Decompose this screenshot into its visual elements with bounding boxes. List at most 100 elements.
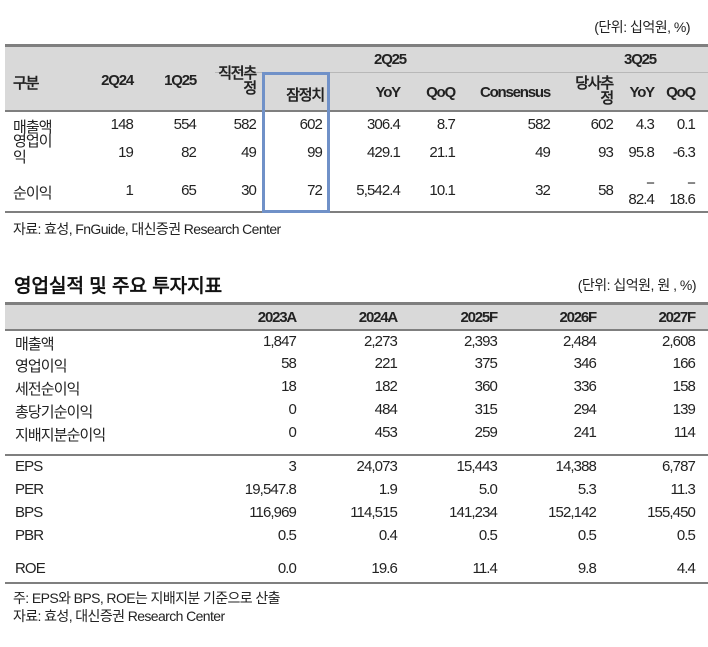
cell-3q-qoq: − 18.6	[657, 176, 696, 208]
cell-1q25: 554	[173, 116, 197, 133]
row-label: ROE	[15, 560, 46, 577]
cell-1q25: 82	[181, 144, 197, 161]
cell-2023a: 0.5	[277, 527, 297, 544]
table2-col-2027f: 2027F	[658, 309, 696, 326]
cell-2027f: 4.4	[676, 560, 696, 577]
row-label: 매출액	[15, 336, 55, 353]
row-label: BPS	[15, 504, 43, 521]
table2-note: 주: EPS와 BPS, ROE는 지배지분 기준으로 산출	[13, 590, 281, 606]
row-label: 매출액	[13, 119, 53, 136]
table2-section-divider	[5, 454, 708, 456]
cell-qoq: 8.7	[436, 116, 456, 133]
table2-header-bottom-border	[5, 329, 708, 331]
cell-2026f: 241	[573, 424, 597, 441]
cell-2024a: 2,273	[363, 333, 398, 350]
cell-yoy: 429.1	[366, 144, 401, 161]
row-label: 총당기순이익	[15, 404, 93, 421]
cell-3q-yoy: 95.8	[628, 144, 655, 161]
table1-col-our-est: 당사추 정	[563, 76, 614, 107]
table1-col-prev-est-line1: 직전추	[218, 65, 257, 82]
cell-2027f: 158	[672, 378, 696, 395]
cell-our-est: 602	[590, 116, 614, 133]
cell-2027f: 114	[673, 424, 696, 441]
table1-col-3q-yoy: YoY	[629, 84, 656, 101]
cell-2027f: 166	[672, 355, 696, 372]
table1-col-prev-est: 직전추 정	[206, 65, 257, 97]
cell-2026f: 152,142	[548, 504, 597, 521]
table2-row-bps: BPS 116,969 114,515 141,234 152,142 155,…	[0, 503, 708, 525]
table1-col-prelim: 잠정치	[286, 87, 325, 104]
cell-2025f: 0.5	[478, 527, 498, 544]
table2-row-total-net-income: 총당기순이익 0 484 315 294 139	[0, 400, 708, 422]
table1-group-3q25: 3Q25	[624, 51, 657, 68]
cell-2027f: 0.5	[676, 527, 696, 544]
table2-row-revenue: 매출액 1,847 2,273 2,393 2,484 2,608	[0, 332, 708, 354]
cell-prev-est: 582	[233, 116, 257, 133]
cell-2027f: 2,608	[661, 333, 696, 350]
row-label: 순이익	[13, 185, 53, 202]
cell-2027f: 11.3	[670, 481, 696, 498]
cell-consensus: 49	[535, 144, 551, 161]
row-label-line1: 영업이	[13, 133, 53, 150]
cell-2026f: 294	[573, 401, 597, 418]
cell-1q25: 65	[181, 182, 197, 199]
cell-2027f: 139	[672, 401, 696, 418]
cell-2025f: 15,443	[456, 458, 498, 475]
cell-2024a: 0.4	[378, 527, 398, 544]
cell-2026f: 346	[573, 355, 597, 372]
cell-2026f: 336	[573, 378, 597, 395]
table2-col-2025f: 2025F	[460, 309, 498, 326]
cell-2026f: 14,388	[555, 458, 597, 475]
cell-3q-qoq-value: 18.6	[669, 191, 696, 208]
cell-2024a: 221	[374, 355, 398, 372]
table1-col-2q24: 2Q24	[101, 72, 134, 89]
cell-2q24: 1	[125, 182, 134, 199]
table2-row-roe: ROE 0.0 19.6 11.4 9.8 4.4	[0, 559, 708, 581]
cell-2024a: 1.9	[378, 481, 398, 498]
cell-2023a: 0	[288, 424, 297, 441]
cell-2025f: 315	[474, 401, 498, 418]
row-label: EPS	[15, 458, 43, 475]
cell-consensus: 582	[527, 116, 551, 133]
table2-row-eps: EPS 3 24,073 15,443 14,388 6,787	[0, 457, 708, 479]
cell-2q24: 148	[110, 116, 134, 133]
table1-col-prev-est-line2: 정	[243, 80, 257, 97]
cell-2027f: 6,787	[661, 458, 696, 475]
table1-header-bottom-border	[5, 110, 708, 112]
table1-header-bg	[5, 46, 708, 112]
table2-row-controlling-net-income: 지배지분순이익 0 453 259 241 114	[0, 423, 708, 445]
cell-our-est: 93	[598, 144, 614, 161]
cell-2025f: 5.0	[478, 481, 498, 498]
table2-row-pretax-income: 세전순이익 18 182 360 336 158	[0, 377, 708, 399]
table2-row-per: PER 19,547.8 1.9 5.0 5.3 11.3	[0, 480, 708, 502]
table1-3q25-underline	[620, 72, 708, 73]
table2-row-operating-profit: 영업이익 58 221 375 346 166	[0, 354, 708, 376]
cell-2023a: 1,847	[262, 333, 297, 350]
row-label: 지배지분순이익	[15, 427, 106, 444]
cell-prev-est: 30	[241, 182, 257, 199]
cell-prelim: 72	[307, 182, 323, 199]
cell-2023a: 3	[288, 458, 297, 475]
cell-2q24: 19	[118, 144, 134, 161]
cell-2025f: 11.4	[472, 560, 498, 577]
row-label: PBR	[15, 527, 44, 544]
cell-2023a: 116,969	[249, 504, 297, 521]
cell-2023a: 58	[281, 355, 297, 372]
row-label: 영업이 익	[13, 133, 53, 166]
cell-2023a: 0.0	[277, 560, 297, 577]
cell-prelim: 99	[307, 144, 323, 161]
cell-2026f: 9.8	[577, 560, 597, 577]
cell-2024a: 19.6	[371, 560, 398, 577]
cell-2024a: 114,515	[350, 504, 398, 521]
row-label-line2: 익	[13, 149, 27, 166]
cell-2027f: 155,450	[647, 504, 696, 521]
table1-unit: (단위: 십억원, %)	[594, 19, 690, 35]
table1-col-our-est-line2: 정	[600, 90, 614, 107]
table1-col-consensus: Consensus	[479, 84, 551, 101]
table1-col-qoq: QoQ	[426, 84, 456, 101]
cell-consensus: 32	[535, 182, 551, 199]
table2-row-pbr: PBR 0.5 0.4 0.5 0.5 0.5	[0, 526, 708, 548]
table2-col-2024a: 2024A	[358, 309, 398, 326]
cell-2025f: 2,393	[463, 333, 498, 350]
cell-3q-yoy-value: 82.4	[628, 191, 655, 208]
